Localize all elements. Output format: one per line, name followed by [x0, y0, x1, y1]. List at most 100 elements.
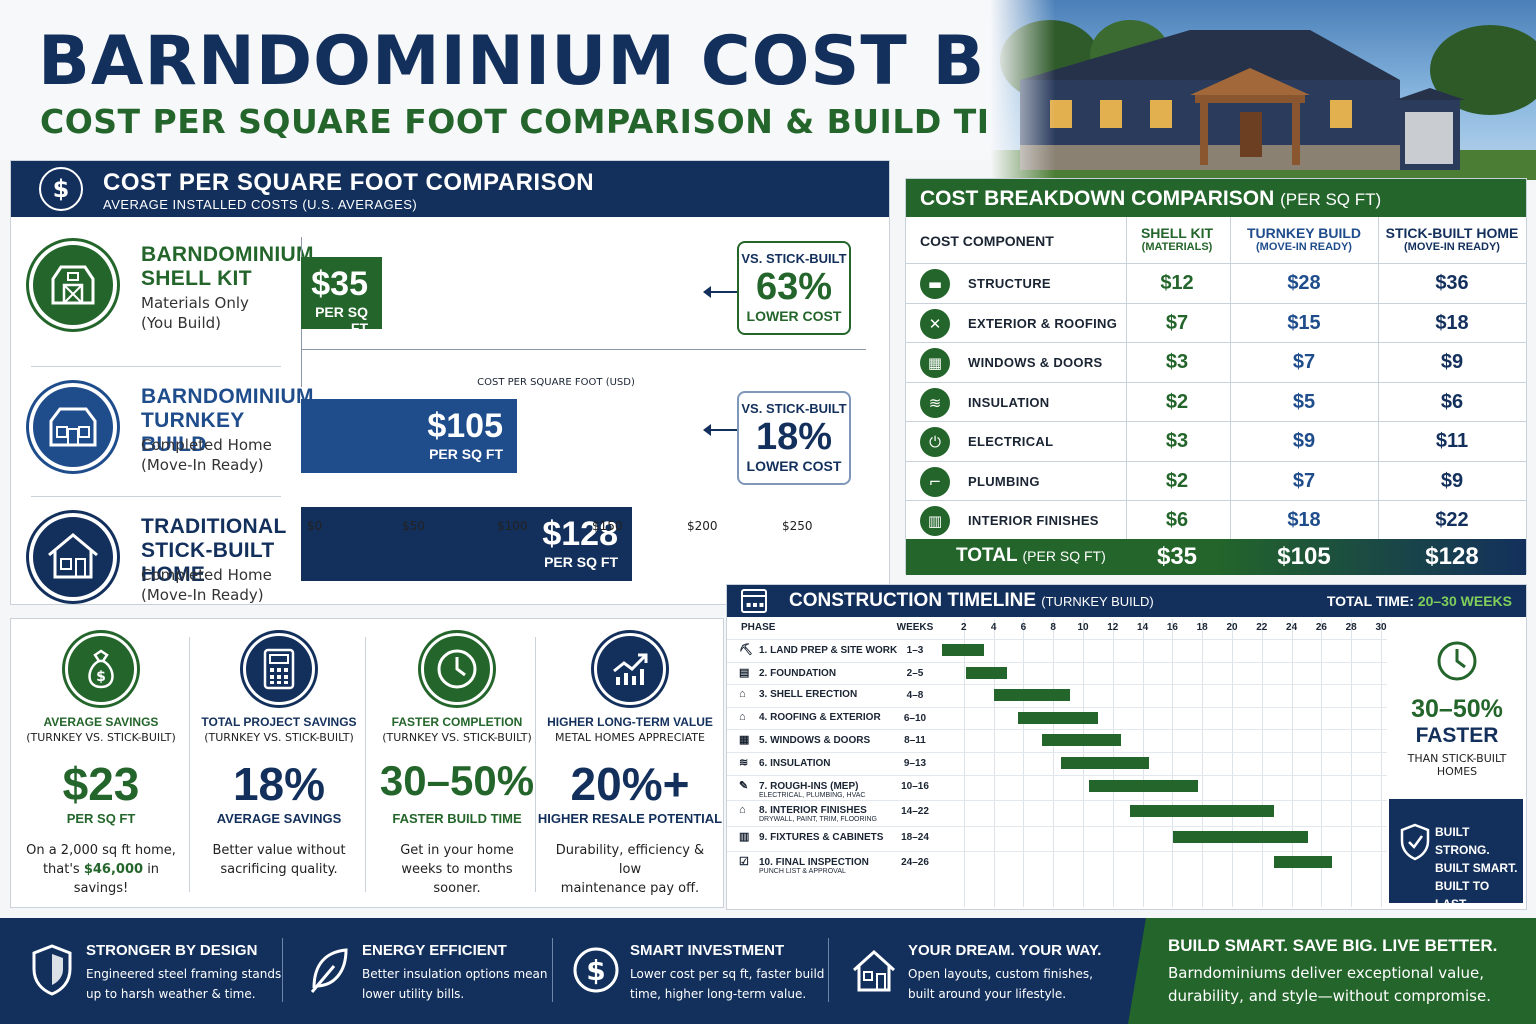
- footer-desc-line2: up to harsh weather & time.: [86, 987, 256, 1001]
- chart-bar: $105 PER SQ FT: [301, 399, 517, 473]
- week-tick-label: 16: [1166, 622, 1178, 633]
- dollar-icon: $: [573, 947, 619, 993]
- week-tick-label: 20: [1226, 622, 1238, 633]
- tagline-line2: durability, and style—without compromise…: [1168, 987, 1491, 1005]
- grid-line: [1053, 619, 1055, 907]
- phase-label: ☑ 10. FINAL INSPECTION PUNCH LIST & APPROV…: [739, 855, 869, 875]
- cabinet-icon: ▥: [739, 830, 750, 843]
- bar-unit-label: PER SQ FT: [544, 554, 618, 570]
- vs-sub: LOWER COST: [746, 458, 842, 474]
- total-time-label: TOTAL TIME:: [1326, 593, 1414, 609]
- gantt-bar: [1041, 734, 1121, 747]
- divider: [282, 938, 283, 1002]
- house-icon: ⌂: [739, 804, 746, 817]
- col-label: COST COMPONENT: [920, 233, 1054, 249]
- shell-cost: $6: [1165, 509, 1189, 531]
- stat-label: FASTER BUILD TIME: [392, 811, 522, 826]
- stick-cost: $6: [1440, 390, 1464, 413]
- built-strong-badge: BUILT STRONG. BUILT SMART. BUILT TO LAST.: [1389, 799, 1523, 911]
- gantt-bar: [965, 666, 1008, 679]
- stick-cost: $9: [1440, 351, 1464, 373]
- table-row: ✕ EXTERIOR & ROOFING $7 $15 $18: [906, 302, 1526, 343]
- grid-line: [1023, 619, 1025, 907]
- timeline-row: ⌂ 4. ROOFING & EXTERIOR 6–10: [727, 709, 1387, 732]
- money-bag-icon: $: [65, 633, 137, 705]
- phase-label: ⌂ 8. INTERIOR FINISHES DRYWALL, PAINT, TRI…: [739, 804, 877, 823]
- stick-cost: $9: [1440, 469, 1464, 492]
- vs-sub: LOWER COST: [746, 308, 842, 324]
- phase-name: 1. LAND PREP & SITE WORK: [759, 645, 898, 656]
- stat-desc-line2: maintenance pay off.: [560, 881, 700, 896]
- phase-label: ⌂ 3. SHELL ERECTION: [739, 688, 857, 700]
- stat-desc-line2: weeks to months sooner.: [401, 862, 513, 896]
- insulation-icon: ≋: [739, 757, 749, 769]
- shell-cost: $2: [1165, 390, 1189, 413]
- shell-cost: $7: [1165, 311, 1189, 334]
- stat-desc-post: in savings!: [73, 862, 160, 896]
- phase-name: 2. FOUNDATION: [759, 667, 837, 679]
- turnkey-cost: $28: [1287, 272, 1321, 294]
- divider: [1378, 217, 1379, 539]
- stat-value: 30–50%: [379, 757, 535, 804]
- footer-desc-line1: Open layouts, custom finishes,: [908, 967, 1093, 981]
- vs-label: VS. STICK-BUILT: [741, 251, 847, 266]
- shield-check-icon: [1400, 823, 1430, 861]
- row-divider: [727, 851, 1387, 853]
- bar-unit-label: PER SQ FT: [315, 304, 368, 336]
- table-row: ≋ INSULATION $2 $5 $6: [906, 381, 1526, 422]
- grid-line: [1381, 619, 1382, 907]
- roof-icon: ⌂: [739, 710, 746, 723]
- phase-weeks: 2–5: [906, 667, 924, 679]
- phase-weeks: 8–11: [904, 735, 926, 747]
- faucet-icon: ⌐: [920, 466, 950, 497]
- total-row: TOTAL (PER SQ FT) $35 $105 $128: [906, 539, 1526, 575]
- timeline-header: ▪▪▪ CONSTRUCTION TIMELINE (TURNKEY BUILD…: [727, 585, 1526, 617]
- col-header-turnkey: TURNKEY BUILD (MOVE-IN READY): [1230, 219, 1378, 263]
- footer-desc: Lower cost per sq ft, faster build time, …: [630, 964, 824, 1004]
- row-divider: [727, 774, 1387, 776]
- phase-name: 10. FINAL INSPECTION: [759, 857, 869, 869]
- total-stick: $128: [1425, 543, 1479, 570]
- house-icon: [29, 513, 117, 601]
- col-sub: (MOVE-IN READY): [1256, 241, 1352, 253]
- cost-comparison-header: $ COST PER SQUARE FOOT COMPARISON AVERAG…: [11, 161, 889, 217]
- stat-title: HIGHER LONG-TERM VALUE: [547, 715, 713, 729]
- timeline-row: ☑ 10. FINAL INSPECTION PUNCH LIST & APPROV…: [727, 853, 1387, 876]
- timeline-title-suffix: (TURNKEY BUILD): [1041, 594, 1154, 609]
- stat-desc: Durability, efficiency & low maintenance …: [547, 841, 713, 898]
- footer-desc-line2: built around your lifestyle.: [908, 987, 1067, 1001]
- footer-tagline-panel: BUILD SMART. SAVE BIG. LIVE BETTER. Barn…: [1128, 918, 1536, 1024]
- window-icon: ▦: [920, 348, 950, 378]
- week-tick-label: 22: [1256, 622, 1268, 633]
- clock-icon: [1437, 641, 1477, 681]
- footer-desc-line2: time, higher long-term value.: [630, 987, 807, 1001]
- week-tick-label: 18: [1196, 622, 1208, 633]
- stat-desc: On a 2,000 sq ft home, that's $46,000 in …: [23, 841, 179, 898]
- total-shell: $35: [1156, 543, 1198, 570]
- chart-tick-label: $200: [687, 519, 718, 533]
- divider: [365, 637, 366, 892]
- table-row: ⏻ ELECTRICAL $3 $9 $11: [906, 421, 1526, 461]
- calendar-icon: ▪▪▪: [741, 589, 767, 613]
- timeline-title-wrap: CONSTRUCTION TIMELINE (TURNKEY BUILD): [789, 590, 1154, 612]
- house-icon: [852, 949, 896, 992]
- chart-tick-label: $100: [497, 519, 528, 533]
- svg-text:$: $: [586, 954, 605, 987]
- option-shell-kit: BARNDOMINIUM SHELL KIT Materials Only (You…: [21, 237, 313, 362]
- cost-comparison-title: COST PER SQUARE FOOT COMPARISON: [103, 169, 595, 196]
- grid-line: [963, 619, 965, 907]
- table-row: ⌐ PLUMBING $2 $7 $9: [906, 460, 1526, 501]
- phase-sub: PUNCH LIST & APPROVAL: [759, 868, 846, 876]
- divider: [189, 637, 190, 892]
- badge-line3: BUILT TO LAST.: [1435, 879, 1490, 911]
- faster-callout: 30–50% FASTER THAN STICK-BUILT HOMES: [1389, 619, 1525, 789]
- turnkey-cost: $15: [1287, 311, 1321, 334]
- option-stick-built: TRADITIONAL STICK-BUILT HOME Completed Ho…: [21, 509, 301, 634]
- phase-weeks: 9–13: [903, 758, 927, 769]
- gantt-bar: [941, 644, 984, 656]
- footer-desc: Better insulation options mean lower util…: [362, 964, 547, 1004]
- option-desc-line2: (Move-In Ready): [141, 456, 264, 474]
- row-divider: [727, 684, 1387, 686]
- total-label: TOTAL: [956, 545, 1018, 566]
- shell-cost: $3: [1165, 430, 1189, 452]
